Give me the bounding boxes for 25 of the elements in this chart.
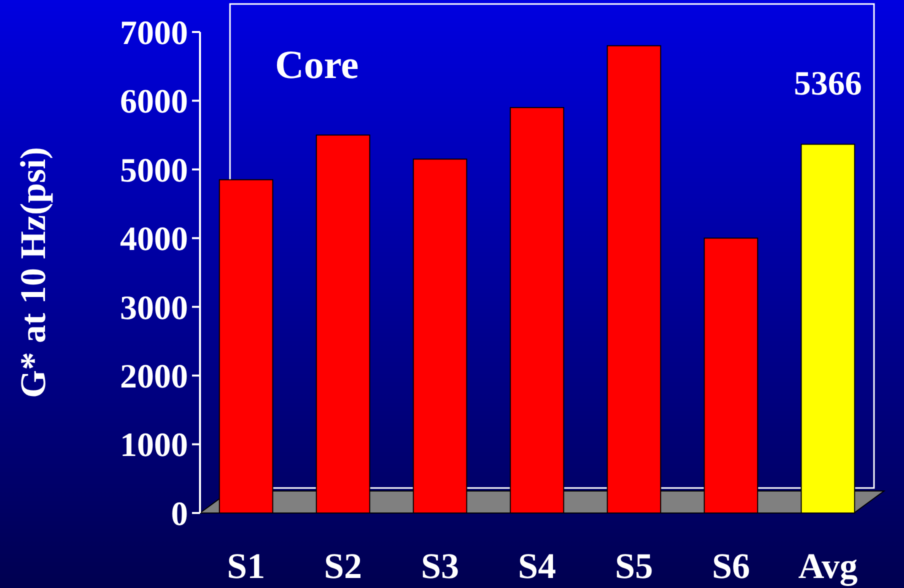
bar [412,158,468,514]
y-tick-label: 4000 [120,221,188,258]
annotation: Core [275,42,359,87]
x-tick-label: S6 [712,546,750,586]
y-tick-label: 2000 [120,358,188,396]
x-tick-label: Avg [798,546,858,586]
y-tick-label: 6000 [120,84,188,121]
bar [510,107,564,514]
y-tick-label: 5000 [120,152,188,190]
y-tick-label: 1000 [120,427,188,464]
data-label: 5366 [794,65,862,102]
x-tick-label: S5 [614,546,653,586]
x-tick-label: S2 [324,546,362,586]
x-tick-label: S4 [518,546,556,586]
y-tick-label: 0 [171,496,188,533]
y-tick-label: 7000 [120,14,188,52]
bar [606,45,662,514]
x-tick-label: S3 [421,546,460,586]
bar [704,238,758,514]
y-axis-title: G* at 10 Hz(psi) [13,147,53,398]
bar [218,179,274,514]
x-tick-label: S1 [227,546,266,586]
bar [800,144,856,514]
bar [316,134,370,514]
y-tick-label: 3000 [120,290,188,327]
